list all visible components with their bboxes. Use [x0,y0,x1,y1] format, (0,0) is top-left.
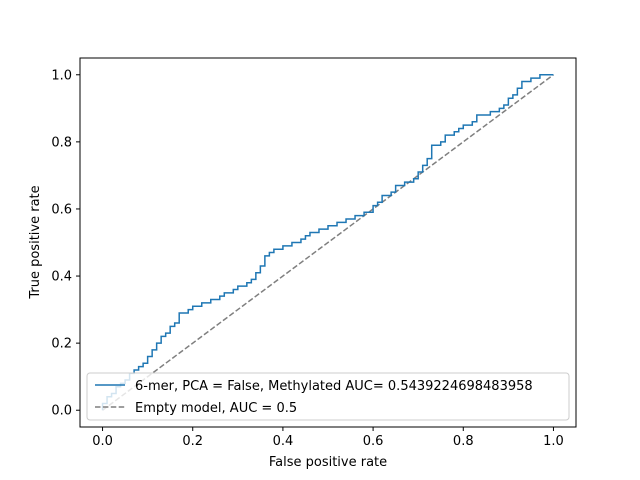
y-axis-label: True positive rate [28,185,43,299]
y-tick-label: 0.8 [51,135,72,150]
x-axis-ticks: 0.0 0.2 0.4 0.6 0.8 1.0 [92,427,564,449]
legend-box [86,372,570,421]
y-tick-label: 0.4 [51,270,72,285]
roc-curve-line [101,74,554,411]
y-axis-ticks: 0.0 0.2 0.4 0.6 0.8 1.0 [51,68,80,419]
legend-label-roc: 6-mer, PCA = False, Methylated AUC= 0.54… [135,379,533,394]
baseline-diagonal-line [102,74,554,411]
x-tick-label: 0.2 [182,434,203,449]
y-tick-label: 0.2 [51,337,72,352]
x-tick-label: 0.4 [273,434,294,449]
x-tick-label: 1.0 [543,434,564,449]
legend-label-baseline: Empty model, AUC = 0.5 [135,401,297,416]
x-tick-label: 0.6 [363,434,384,449]
series-layer [101,74,554,411]
legend: 6-mer, PCA = False, Methylated AUC= 0.54… [86,372,570,421]
y-tick-label: 0.6 [51,202,72,217]
y-tick-label: 1.0 [51,68,72,83]
x-tick-label: 0.8 [453,434,474,449]
x-tick-label: 0.0 [92,434,113,449]
x-axis-label: False positive rate [269,455,387,470]
y-tick-label: 0.0 [51,404,72,419]
plot-frame [79,57,577,428]
